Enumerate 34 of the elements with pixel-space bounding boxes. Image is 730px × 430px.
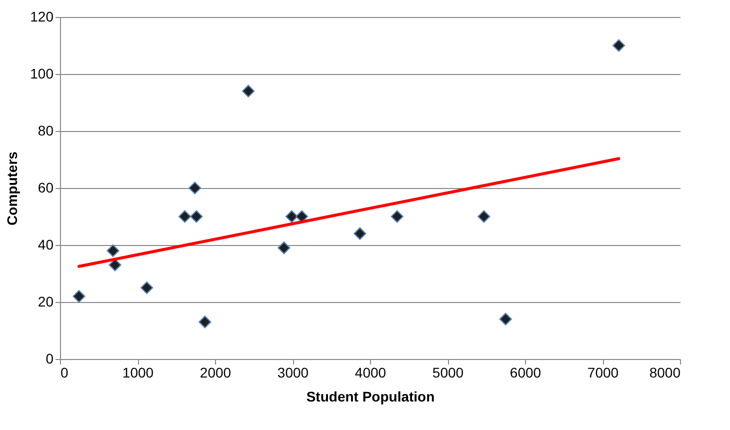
x-tick-label: 0 (60, 364, 68, 380)
point (499, 312, 512, 326)
point (108, 258, 122, 272)
point (478, 210, 490, 223)
point (178, 210, 192, 223)
x-tick-label: 4000 (354, 364, 386, 380)
x-tick-label: 8000 (649, 364, 681, 380)
point (285, 210, 298, 223)
y-tick-label: 40 (38, 236, 54, 252)
y-tick-label: 120 (30, 8, 54, 24)
point (190, 210, 203, 223)
x-tick-label: 5000 (432, 364, 464, 380)
x-tick-label: 1000 (122, 364, 154, 380)
y-tick-label: 0 (46, 350, 54, 366)
x-tick-label: 2000 (200, 364, 232, 380)
y-tick-label: 100 (30, 66, 54, 82)
point (188, 182, 202, 194)
x-axis-title: Student Population (306, 388, 435, 404)
point (242, 84, 255, 98)
point (140, 281, 154, 294)
point (198, 316, 212, 328)
point (612, 39, 626, 52)
point (106, 244, 120, 257)
point (278, 242, 290, 254)
y-tick-label: 20 (38, 294, 54, 310)
y-axis-title: Computers (4, 151, 20, 226)
x-tick-label: 6000 (510, 364, 542, 380)
point (72, 290, 86, 303)
y-tick-label: 60 (38, 180, 54, 196)
point (354, 227, 366, 240)
point (390, 210, 404, 223)
x-tick-label: 3000 (277, 364, 309, 380)
x-tick-label: 7000 (587, 364, 619, 380)
y-tick-label: 80 (38, 122, 54, 138)
